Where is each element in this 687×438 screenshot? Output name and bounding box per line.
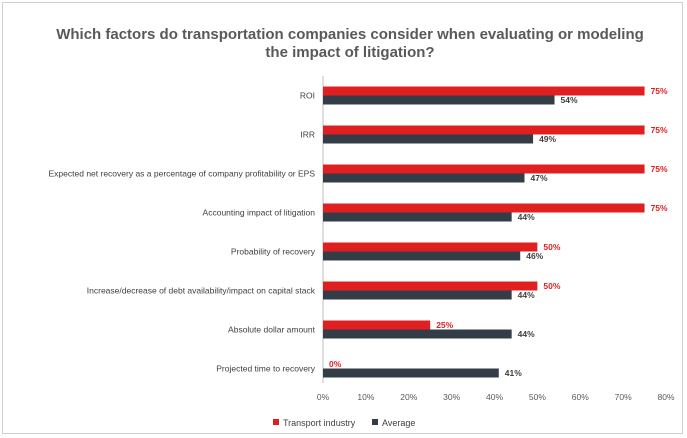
- x-tick-label: 20%: [400, 392, 417, 402]
- data-label-average: 46%: [526, 251, 543, 261]
- legend-label-transport: Transport industry: [283, 418, 356, 428]
- chart-frame: Which factors do transportation companie…: [2, 2, 683, 434]
- bar-average: [323, 251, 521, 261]
- data-label-average: 44%: [518, 329, 535, 339]
- chart-title-line-1: Which factors do transportation companie…: [56, 26, 644, 43]
- category-label: Increase/decrease of debt availability/i…: [87, 286, 316, 296]
- bar-transport: [323, 125, 645, 135]
- bar-chart: Which factors do transportation companie…: [49, 26, 675, 428]
- bar-average: [323, 134, 534, 144]
- data-label-transport: 75%: [651, 125, 668, 135]
- bar-average: [323, 173, 525, 183]
- bar-transport: [323, 203, 645, 213]
- category-label: IRR: [300, 130, 315, 140]
- category-label: Expected net recovery as a percentage of…: [49, 169, 316, 179]
- bar-transport: [323, 281, 538, 291]
- x-tick-label: 0%: [317, 392, 330, 402]
- bar-transport: [323, 164, 645, 174]
- data-label-average: 44%: [518, 290, 535, 300]
- data-label-average: 54%: [561, 95, 578, 105]
- legend-swatch-average: [372, 419, 378, 425]
- legend: Transport industry Average: [273, 418, 415, 428]
- data-label-transport: 0%: [329, 359, 342, 369]
- data-label-transport: 75%: [651, 203, 668, 213]
- x-tick-label: 50%: [529, 392, 546, 402]
- data-label-transport: 50%: [543, 242, 560, 252]
- x-tick-label: 10%: [357, 392, 374, 402]
- x-tick-label: 80%: [657, 392, 674, 402]
- category-label: ROI: [300, 91, 315, 101]
- legend-swatch-transport: [273, 419, 279, 425]
- x-tick-label: 60%: [572, 392, 589, 402]
- data-label-transport: 50%: [543, 281, 560, 291]
- bar-average: [323, 290, 512, 300]
- bar-average: [323, 368, 499, 378]
- x-tick-label: 70%: [615, 392, 632, 402]
- data-label-average: 44%: [518, 212, 535, 222]
- category-label: Probability of recovery: [231, 247, 316, 257]
- legend-label-average: Average: [382, 418, 415, 428]
- data-label-average: 47%: [531, 173, 548, 183]
- x-tick-label: 30%: [443, 392, 460, 402]
- data-labels: 75%54%75%49%75%47%75%44%50%46%50%44%25%4…: [329, 86, 668, 378]
- x-tick-label: 40%: [486, 392, 503, 402]
- data-label-average: 41%: [505, 368, 522, 378]
- category-label: Projected time to recovery: [216, 364, 315, 374]
- category-labels: ROI IRR Expected net recovery as a percent…: [49, 91, 316, 374]
- chart-title-line-2: the impact of litigation?: [265, 44, 434, 61]
- bar-average: [323, 212, 512, 222]
- category-label: Absolute dollar amount: [228, 325, 316, 335]
- bar-transport: [323, 242, 538, 252]
- x-axis-ticks: 0% 10% 20% 30% 40% 50% 60% 70% 80%: [317, 392, 675, 402]
- data-label-transport: 75%: [651, 164, 668, 174]
- data-label-average: 49%: [539, 134, 556, 144]
- bar-average: [323, 95, 555, 105]
- data-label-transport: 25%: [436, 320, 453, 330]
- bar-transport: [323, 86, 645, 96]
- bar-transport: [323, 320, 431, 330]
- bars: [323, 86, 645, 378]
- bar-average: [323, 329, 512, 339]
- data-label-transport: 75%: [651, 86, 668, 96]
- category-label: Accounting impact of litigation: [203, 208, 316, 218]
